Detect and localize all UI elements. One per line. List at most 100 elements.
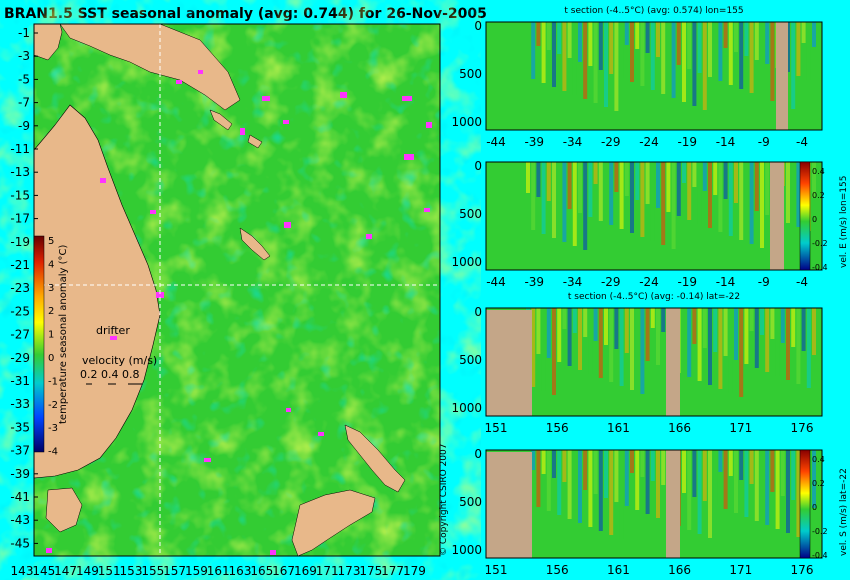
lon-tick-label: 155 [141,564,164,578]
section-stripe [588,162,593,217]
velocity-colorbar-tick: -0.2 [812,239,828,248]
section-x-label: 151 [485,563,508,577]
section-stripe [728,162,733,236]
section-x-label: -4 [796,135,808,149]
section-stripe [630,450,634,473]
lon-tick-label: 175 [359,564,382,578]
drifter-marker [424,208,430,212]
section-stripe [697,22,702,73]
lat-tick-label: -45 [10,536,30,550]
section-stripe [635,162,640,200]
lat-tick-label: -27 [10,328,30,342]
lat-tick-label: -39 [10,467,30,481]
section-stripe [593,450,598,494]
section-stripe [661,450,666,485]
section-stripe [765,308,770,372]
lon-tick-label: 179 [403,564,426,578]
section-stripe [640,162,645,237]
section-stripe [687,308,692,377]
section-stripe [770,450,775,492]
section-stripe [661,162,666,245]
section-depth-label: 0 [474,305,482,319]
section-stripe [583,308,588,337]
section-stripe [713,162,718,195]
section-stripe [583,22,588,99]
section-x-label: 161 [607,563,630,577]
section-stripe [812,162,816,198]
section-x-label: -39 [524,135,544,149]
section-stripe [723,22,728,48]
drifter-marker [262,96,270,101]
section-depth-label: 1000 [451,255,482,269]
section-x-label: -9 [758,275,770,289]
lon-tick-label: 173 [338,564,361,578]
lon-tick-label: 151 [98,564,121,578]
section-stripe [744,450,749,517]
section-stripe [588,450,593,527]
section-frame [485,307,823,417]
section-panel: t section (-4..5°C) (avg: 0.574) lon=155… [451,6,823,149]
colorbar-tick-label: -4 [48,447,58,458]
colorbar-tick-label: -2 [48,400,58,411]
section-stripe [614,22,619,111]
section-x-label: 156 [546,563,569,577]
section-stripe [536,22,541,46]
new-caledonia [239,227,271,261]
drifter-marker [366,234,372,239]
section-land-mask [666,450,680,558]
section-stripe [640,22,645,86]
section-stripe [630,162,634,233]
anomaly-colorbar [33,235,45,453]
section-stripe [640,308,645,394]
section-stripe [541,162,546,234]
section-stripe [598,450,603,531]
section-stripe [682,22,686,102]
section-stripe [666,162,671,212]
nz-south-island [291,489,376,557]
section-stripe [635,22,640,49]
section-stripe [687,22,692,69]
australia-landmass [33,104,161,479]
section-stripe [656,162,660,208]
drifter-marker [156,292,164,298]
lat-tick-label: -23 [10,281,30,295]
section-stripe [775,450,780,529]
section-stripe [562,450,567,482]
section-stripe [770,308,775,339]
longitude-labels: 1431451471491511531551571591611631651671… [11,564,426,578]
section-stripe [593,162,598,184]
section-stripe [676,162,681,216]
section-stripe [760,22,764,97]
velocity-scale: 0.2 0.4 0.8 [80,368,139,381]
section-stripe [604,22,608,107]
section-x-label: -29 [601,135,621,149]
section-panel: t section (-4..5°C) (avg: -0.14) lat=-22… [451,292,823,435]
section-stripe [557,22,562,54]
section-stripe [702,308,707,348]
section-stripe [531,162,536,230]
section-stripe [546,308,551,358]
lon-tick-label: 159 [185,564,208,578]
section-stripe [718,22,723,81]
section-stripe [749,308,754,331]
section-stripe [552,308,556,395]
section-stripe [614,308,619,349]
drifter-marker [318,432,324,436]
section-x-label: -34 [563,135,583,149]
velocity-colorbar-tick: 0.2 [812,191,825,200]
section-stripe [546,450,551,511]
lat-tick-label: -29 [10,351,30,365]
section-stripe [541,22,546,83]
drifter-marker [270,550,276,555]
section-depth-label: 1000 [451,543,482,557]
section-stripe [562,22,567,91]
section-depth-label: 500 [459,67,482,81]
velocity-colorbar-tick: 0 [812,215,817,224]
section-x-label: 176 [791,563,814,577]
section-stripe [754,450,759,521]
section-stripe [624,162,629,196]
section-x-label: -14 [716,275,736,289]
section-stripe [734,22,738,52]
section-x-label: 171 [729,563,752,577]
